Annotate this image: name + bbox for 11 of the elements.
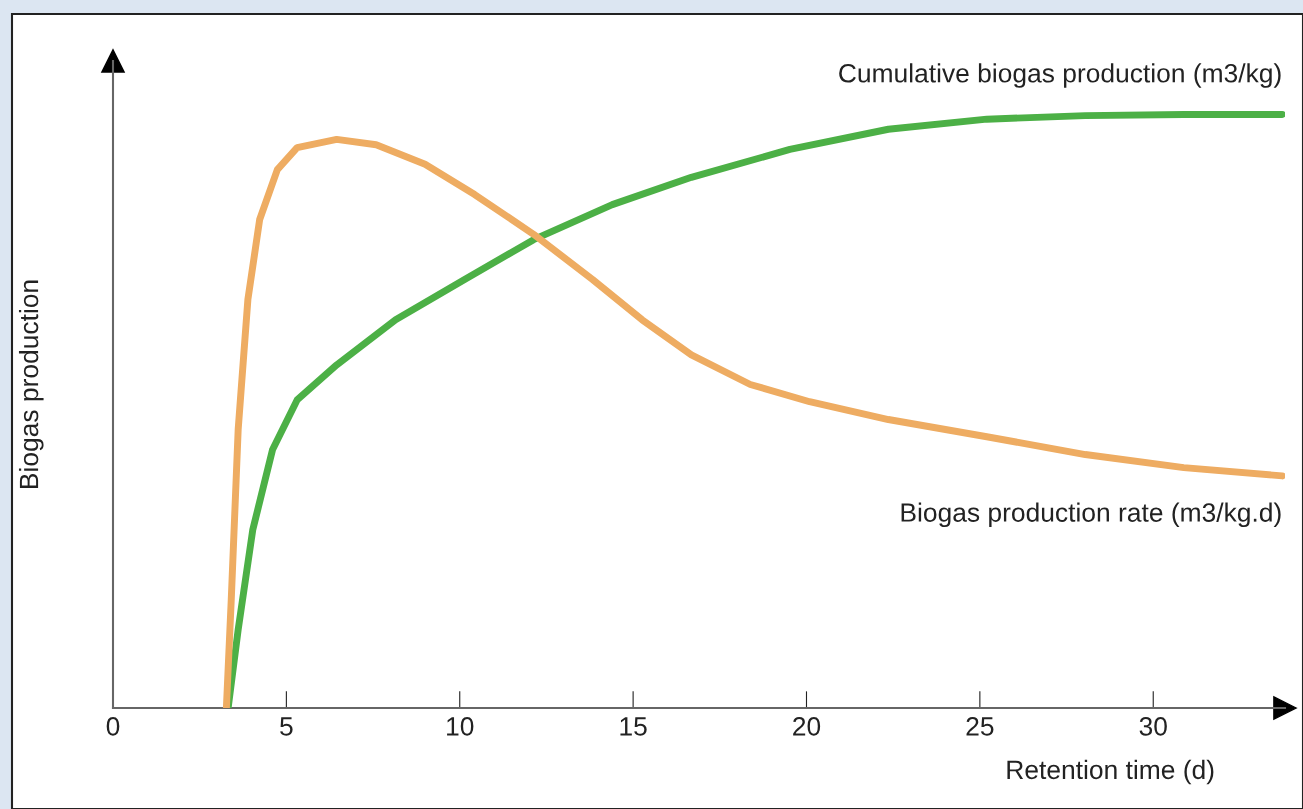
x-tick-label: 25	[966, 717, 994, 736]
x-tick-label: 15	[620, 717, 647, 736]
x-tick-label: 30	[1139, 717, 1167, 736]
x-tick-label: 20	[793, 717, 821, 736]
x-tick-label: 10	[447, 717, 474, 736]
x-tick-label: 0	[106, 717, 120, 736]
x-tick-label: 5	[280, 717, 293, 736]
x-axis-title: Retention time (d)	[1007, 759, 1214, 785]
series-label: Cumulative biogas production (m3/kg)	[839, 63, 1281, 88]
y-axis-title: Biogas production	[18, 280, 44, 488]
series-label: Biogas production rate (m3/kg.d)	[901, 502, 1281, 528]
